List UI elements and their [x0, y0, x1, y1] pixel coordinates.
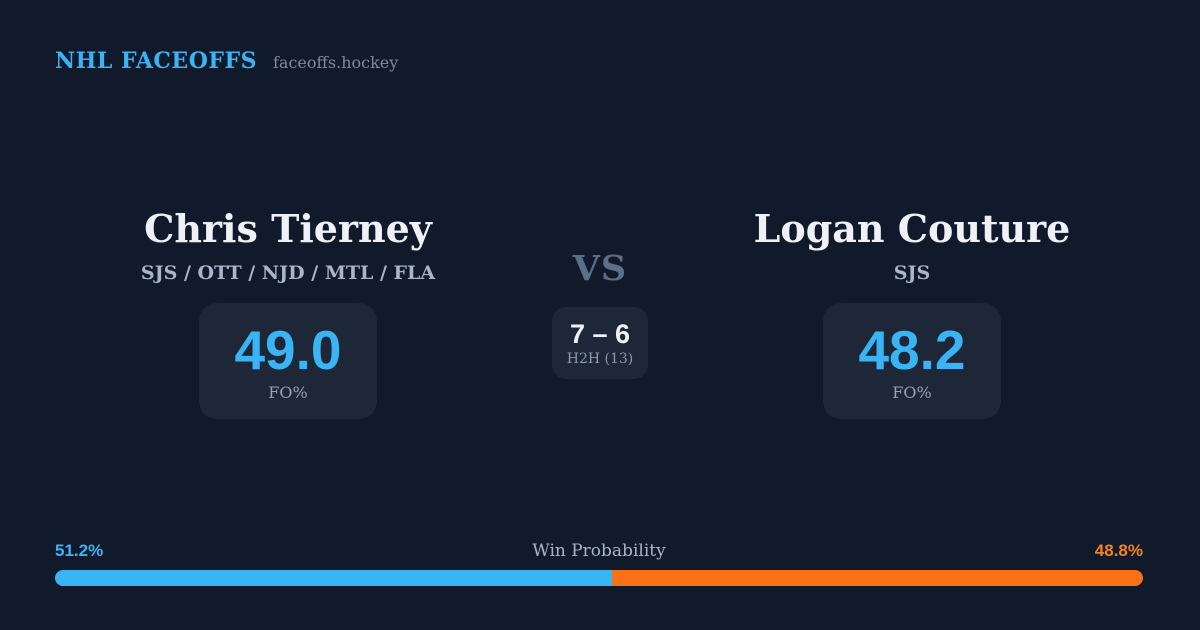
player-panel-left: Chris Tierney SJS / OTT / NJD / MTL / FL…: [88, 207, 488, 419]
faceoff-pct-value-right: 48.2: [858, 318, 966, 381]
vs-label: VS: [572, 248, 628, 289]
faceoff-pct-label-left: FO%: [268, 382, 308, 402]
header: NHL FACEOFFS faceoffs.hockey: [55, 48, 398, 74]
player-teams-right: SJS: [893, 262, 931, 284]
win-probability-bar: [55, 570, 1143, 586]
win-probability-right-pct: 48.8%: [1094, 541, 1143, 560]
win-probability-left-pct: 51.2%: [55, 541, 104, 560]
player-name-left: Chris Tierney: [144, 206, 432, 251]
win-probability-labels: 51.2% Win Probability 48.8%: [55, 541, 1143, 563]
matchup-center: VS 7 – 6 H2H (13): [500, 250, 700, 379]
stat-card-right: 48.2 FO%: [823, 303, 1001, 419]
player-teams-left: SJS / OTT / NJD / MTL / FLA: [140, 262, 436, 284]
h2h-card: 7 – 6 H2H (13): [552, 307, 648, 379]
brand-title: NHL FACEOFFS: [55, 48, 257, 74]
faceoff-pct-label-right: FO%: [892, 382, 932, 402]
stat-card-left: 49.0 FO%: [199, 303, 377, 419]
player-panel-right: Logan Couture SJS 48.2 FO%: [712, 207, 1112, 419]
win-probability-bar-left-segment: [55, 570, 613, 586]
h2h-label: H2H (13): [566, 350, 634, 367]
win-probability-bar-right-segment: [612, 570, 1143, 586]
win-probability-title: Win Probability: [532, 541, 666, 561]
site-url: faceoffs.hockey: [273, 53, 399, 72]
player-name-right: Logan Couture: [753, 206, 1071, 251]
h2h-score: 7 – 6: [569, 318, 631, 349]
faceoff-pct-value-left: 49.0: [234, 318, 342, 381]
